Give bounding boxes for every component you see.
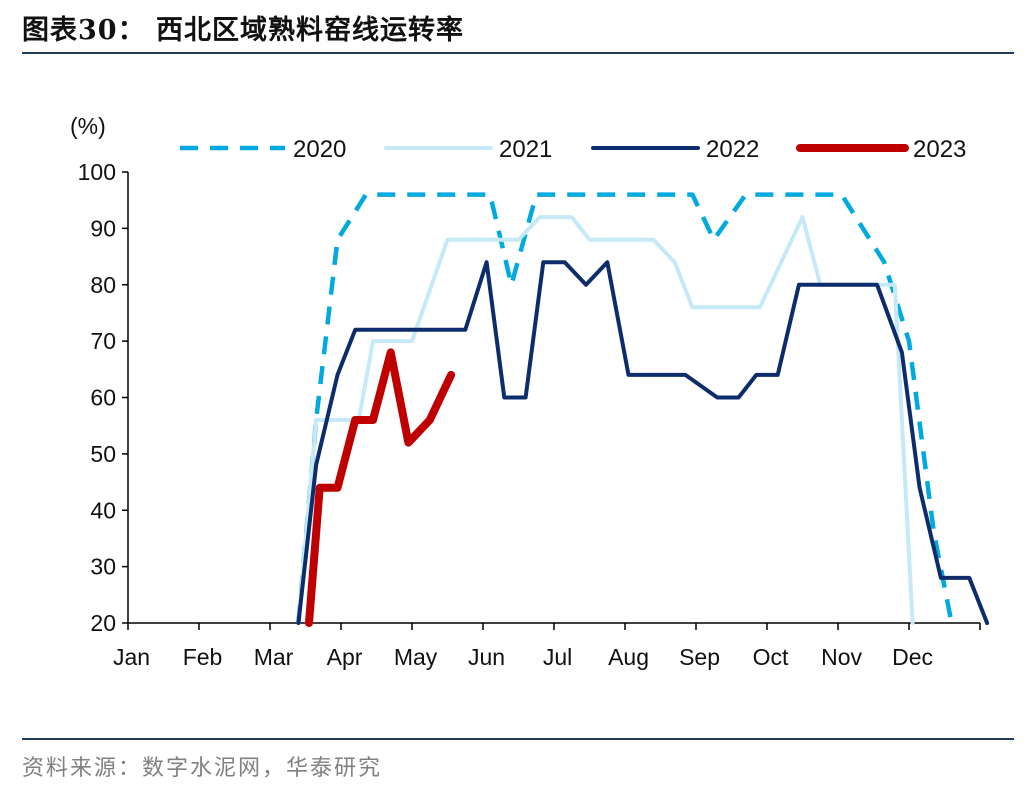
y-tick-label: 40: [90, 497, 116, 523]
x-tick-label: Jan: [113, 644, 150, 670]
x-tick-label: Apr: [327, 644, 363, 670]
legend-label-2021: 2021: [499, 136, 552, 163]
y-tick-label: 50: [90, 441, 116, 467]
x-tick-label: Mar: [254, 644, 294, 670]
chart-series: [296, 192, 990, 627]
x-tick-label: Oct: [753, 644, 789, 670]
y-tick-label: 70: [90, 328, 116, 354]
source-divider: [22, 738, 1014, 740]
y-tick-label: 20: [90, 610, 116, 636]
x-tick-label: Jun: [468, 644, 505, 670]
chart-legend: 2020 2021 2022 2023: [180, 136, 966, 163]
x-tick-label: May: [394, 644, 438, 670]
x-tick-label: Sep: [679, 644, 720, 670]
x-tick-label: Nov: [821, 644, 862, 670]
chart-axes: 20 30 40 50 60 70 80 90 100 Jan Feb Mar Apr May Jun Jul…: [78, 159, 981, 670]
y-tick-label: 90: [90, 215, 116, 241]
x-tick-label: Dec: [892, 644, 933, 670]
source-note: 资料来源：数字水泥网，华泰研究: [22, 756, 383, 781]
line-chart: 20 30 40 50 60 70 80 90 100 Jan Feb Mar Apr May Jun Jul…: [70, 113, 990, 670]
title-divider: [22, 52, 1014, 54]
legend-label-2022: 2022: [706, 136, 759, 163]
series-line-2020: [296, 192, 954, 624]
legend-label-2023: 2023: [913, 136, 966, 163]
x-tick-label: Aug: [608, 644, 649, 670]
x-tick-label: Jul: [543, 644, 572, 670]
legend-label-2020: 2020: [293, 136, 346, 163]
y-tick-label: 60: [90, 385, 116, 411]
chart-title: 图表30： 西北区域熟料窑线运转率: [22, 15, 464, 46]
y-tick-label: 80: [90, 272, 116, 298]
y-axis-label: (%): [70, 113, 106, 139]
y-tick-label: 100: [78, 159, 116, 185]
series-line-2021: [296, 215, 915, 625]
x-tick-label: Feb: [183, 644, 223, 670]
series-line-2023: [305, 348, 456, 627]
y-tick-label: 30: [90, 554, 116, 580]
series-line-2022: [296, 260, 990, 625]
